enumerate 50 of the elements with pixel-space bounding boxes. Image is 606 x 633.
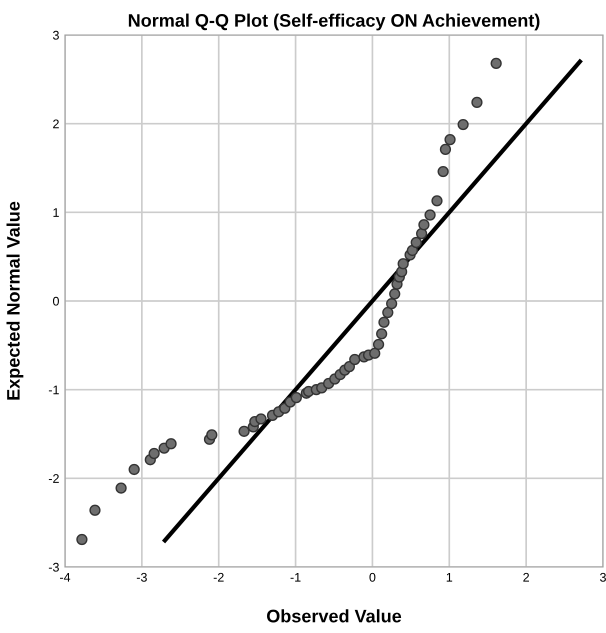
x-tick-label: 0	[369, 572, 376, 582]
point	[206, 429, 218, 440]
y-tick-label: -3	[48, 562, 59, 572]
point	[372, 338, 384, 350]
point	[458, 118, 469, 130]
x-axis-title: Observed Value	[267, 609, 402, 622]
chart-title: Normal Q-Q Plot (Self-efficacy ON Achievement)	[128, 14, 540, 30]
point	[344, 361, 355, 372]
point	[440, 144, 452, 155]
point	[376, 328, 388, 340]
point	[424, 209, 436, 221]
point	[76, 534, 88, 546]
point	[386, 298, 398, 310]
point	[398, 258, 409, 270]
point	[416, 228, 428, 240]
point	[238, 426, 250, 437]
point	[89, 504, 101, 516]
point	[410, 236, 422, 248]
y-tick-label: 0	[52, 296, 59, 306]
y-tick-label: 2	[53, 119, 59, 128]
x-tick-label: -4	[60, 573, 70, 582]
y-tick-label: -2	[48, 474, 59, 483]
point	[116, 482, 127, 494]
y-axis-title: Expected Normal Value	[6, 202, 24, 400]
x-tick-label: 3	[600, 572, 606, 582]
x-tick-label: 2	[523, 572, 529, 582]
point	[290, 392, 302, 404]
x-tick-label: -1	[290, 573, 301, 582]
x-tick-label: -2	[214, 572, 224, 582]
point	[349, 354, 360, 366]
x-tick-label: -3	[136, 572, 147, 582]
point	[382, 306, 394, 318]
point	[438, 166, 449, 178]
point	[148, 448, 160, 460]
point	[378, 316, 390, 328]
point	[444, 134, 456, 146]
x-tick-label: 1	[446, 573, 452, 582]
point	[389, 288, 400, 300]
point	[165, 438, 177, 450]
point	[369, 348, 380, 359]
y-tick-label: 3	[52, 30, 59, 40]
point	[418, 219, 430, 230]
y-tick-label: 1	[53, 208, 59, 217]
point	[431, 195, 443, 206]
point	[406, 244, 418, 256]
point	[471, 96, 483, 108]
y-tick-label: -1	[48, 386, 59, 394]
point	[490, 58, 502, 69]
point	[128, 464, 140, 476]
point	[255, 413, 267, 425]
